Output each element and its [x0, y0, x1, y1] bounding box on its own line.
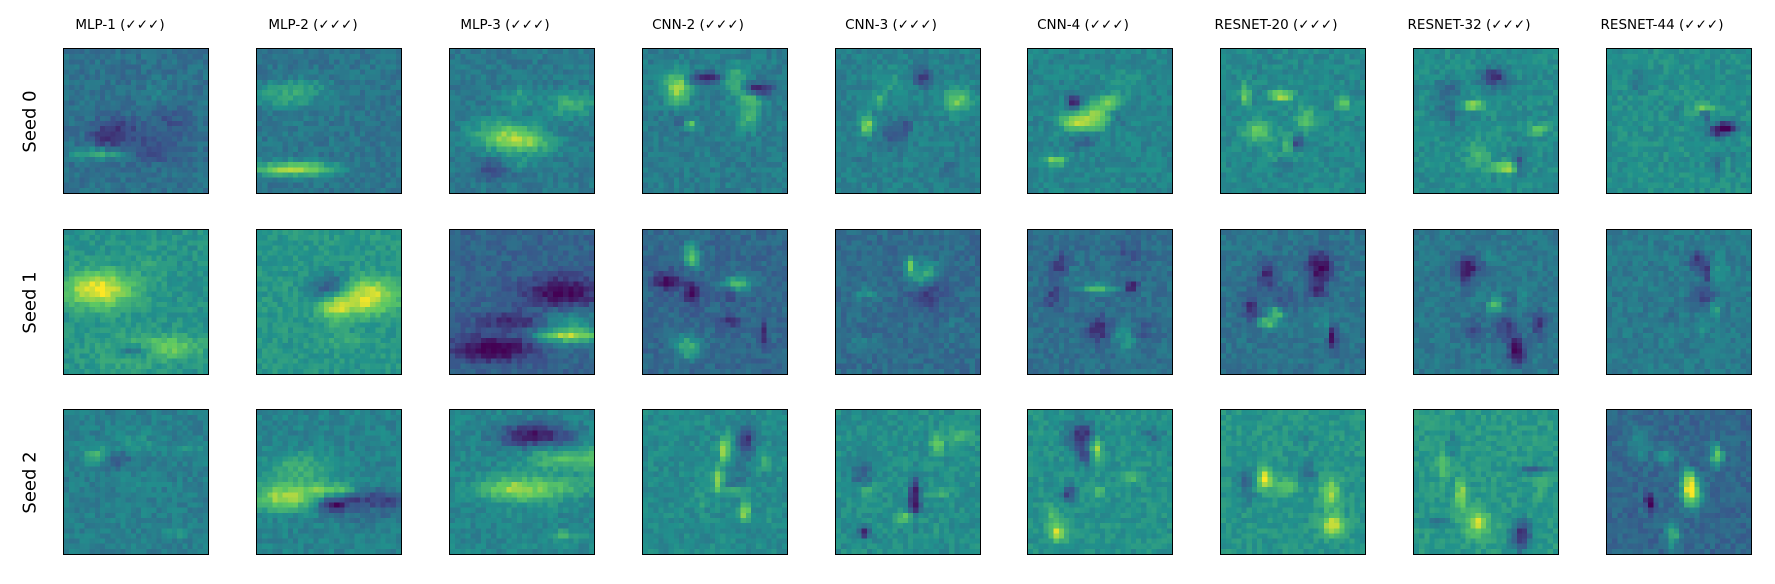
heatmap-panel-mlp-3-seed-2 [449, 409, 595, 555]
heatmap-panel-mlp-2-seed-0 [256, 48, 402, 194]
heatmap-panel-mlp-3-seed-0 [449, 48, 595, 194]
row-label-seed-1: Seed 1 [15, 229, 45, 375]
heatmap-panel-mlp-1-seed-0 [63, 48, 209, 194]
heatmap-panel-cnn-4-seed-1 [1027, 229, 1173, 375]
row-label-seed-2: Seed 2 [15, 409, 45, 555]
heatmap-panel-mlp-2-seed-2 [256, 409, 402, 555]
heatmap-panel-resnet-20-seed-1 [1220, 229, 1366, 375]
heatmap-panel-cnn-3-seed-0 [835, 48, 981, 194]
heatmap-panel-resnet-32-seed-1 [1413, 229, 1559, 375]
column-title-resnet-32: RESNET-32 (✓✓✓) [1373, 17, 1565, 33]
heatmap-panel-mlp-3-seed-1 [449, 229, 595, 375]
heatmap-panel-cnn-3-seed-2 [835, 409, 981, 555]
heatmap-panel-resnet-20-seed-2 [1220, 409, 1366, 555]
column-title-mlp-1: MLP-1 (✓✓✓) [24, 17, 216, 33]
column-title-cnn-2: CNN-2 (✓✓✓) [602, 17, 794, 33]
column-title-mlp-2: MLP-2 (✓✓✓) [217, 17, 409, 33]
heatmap-panel-resnet-44-seed-1 [1606, 229, 1752, 375]
heatmap-panel-cnn-2-seed-2 [642, 409, 788, 555]
heatmap-panel-resnet-32-seed-2 [1413, 409, 1559, 555]
heatmap-panel-mlp-1-seed-2 [63, 409, 209, 555]
heatmap-panel-resnet-20-seed-0 [1220, 48, 1366, 194]
heatmap-panel-cnn-4-seed-2 [1027, 409, 1173, 555]
heatmap-panel-cnn-2-seed-1 [642, 229, 788, 375]
column-title-resnet-44: RESNET-44 (✓✓✓) [1566, 17, 1758, 33]
heatmap-panel-resnet-44-seed-2 [1606, 409, 1752, 555]
column-title-cnn-4: CNN-4 (✓✓✓) [987, 17, 1179, 33]
heatmap-panel-cnn-2-seed-0 [642, 48, 788, 194]
heatmap-panel-cnn-4-seed-0 [1027, 48, 1173, 194]
column-title-resnet-20: RESNET-20 (✓✓✓) [1180, 17, 1372, 33]
column-title-cnn-3: CNN-3 (✓✓✓) [795, 17, 987, 33]
column-title-mlp-3: MLP-3 (✓✓✓) [409, 17, 601, 33]
heatmap-panel-cnn-3-seed-1 [835, 229, 981, 375]
heatmap-panel-resnet-44-seed-0 [1606, 48, 1752, 194]
heatmap-panel-mlp-2-seed-1 [256, 229, 402, 375]
heatmap-panel-resnet-32-seed-0 [1413, 48, 1559, 194]
heatmap-panel-mlp-1-seed-1 [63, 229, 209, 375]
row-label-seed-0: Seed 0 [15, 48, 45, 194]
